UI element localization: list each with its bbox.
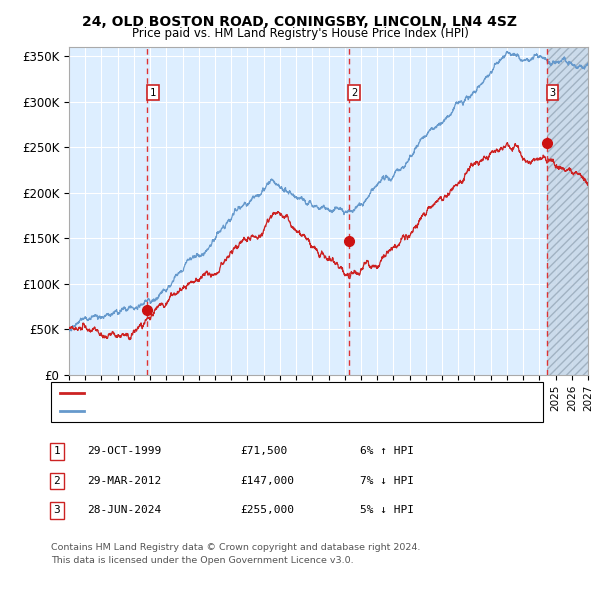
Text: 2: 2 xyxy=(53,476,61,486)
Bar xyxy=(547,47,588,375)
Text: £147,000: £147,000 xyxy=(240,476,294,486)
Text: 1: 1 xyxy=(150,88,156,98)
Text: 6% ↑ HPI: 6% ↑ HPI xyxy=(360,447,414,456)
Text: £71,500: £71,500 xyxy=(240,447,287,456)
Text: HPI: Average price, detached house, East Lindsey: HPI: Average price, detached house, East… xyxy=(90,405,349,415)
Text: 3: 3 xyxy=(550,88,556,98)
Text: Contains HM Land Registry data © Crown copyright and database right 2024.: Contains HM Land Registry data © Crown c… xyxy=(51,543,421,552)
Text: 5% ↓ HPI: 5% ↓ HPI xyxy=(360,506,414,515)
Text: 28-JUN-2024: 28-JUN-2024 xyxy=(87,506,161,515)
Text: 2: 2 xyxy=(351,88,357,98)
Text: 29-OCT-1999: 29-OCT-1999 xyxy=(87,447,161,456)
Text: 29-MAR-2012: 29-MAR-2012 xyxy=(87,476,161,486)
Text: 24, OLD BOSTON ROAD, CONINGSBY, LINCOLN, LN4 4SZ: 24, OLD BOSTON ROAD, CONINGSBY, LINCOLN,… xyxy=(83,15,517,29)
Text: 3: 3 xyxy=(53,506,61,515)
Text: Price paid vs. HM Land Registry's House Price Index (HPI): Price paid vs. HM Land Registry's House … xyxy=(131,27,469,40)
Text: 24, OLD BOSTON ROAD, CONINGSBY, LINCOLN, LN4 4SZ (detached house): 24, OLD BOSTON ROAD, CONINGSBY, LINCOLN,… xyxy=(90,388,479,398)
Text: This data is licensed under the Open Government Licence v3.0.: This data is licensed under the Open Gov… xyxy=(51,556,353,565)
Text: £255,000: £255,000 xyxy=(240,506,294,515)
Text: 1: 1 xyxy=(53,447,61,456)
Text: 7% ↓ HPI: 7% ↓ HPI xyxy=(360,476,414,486)
